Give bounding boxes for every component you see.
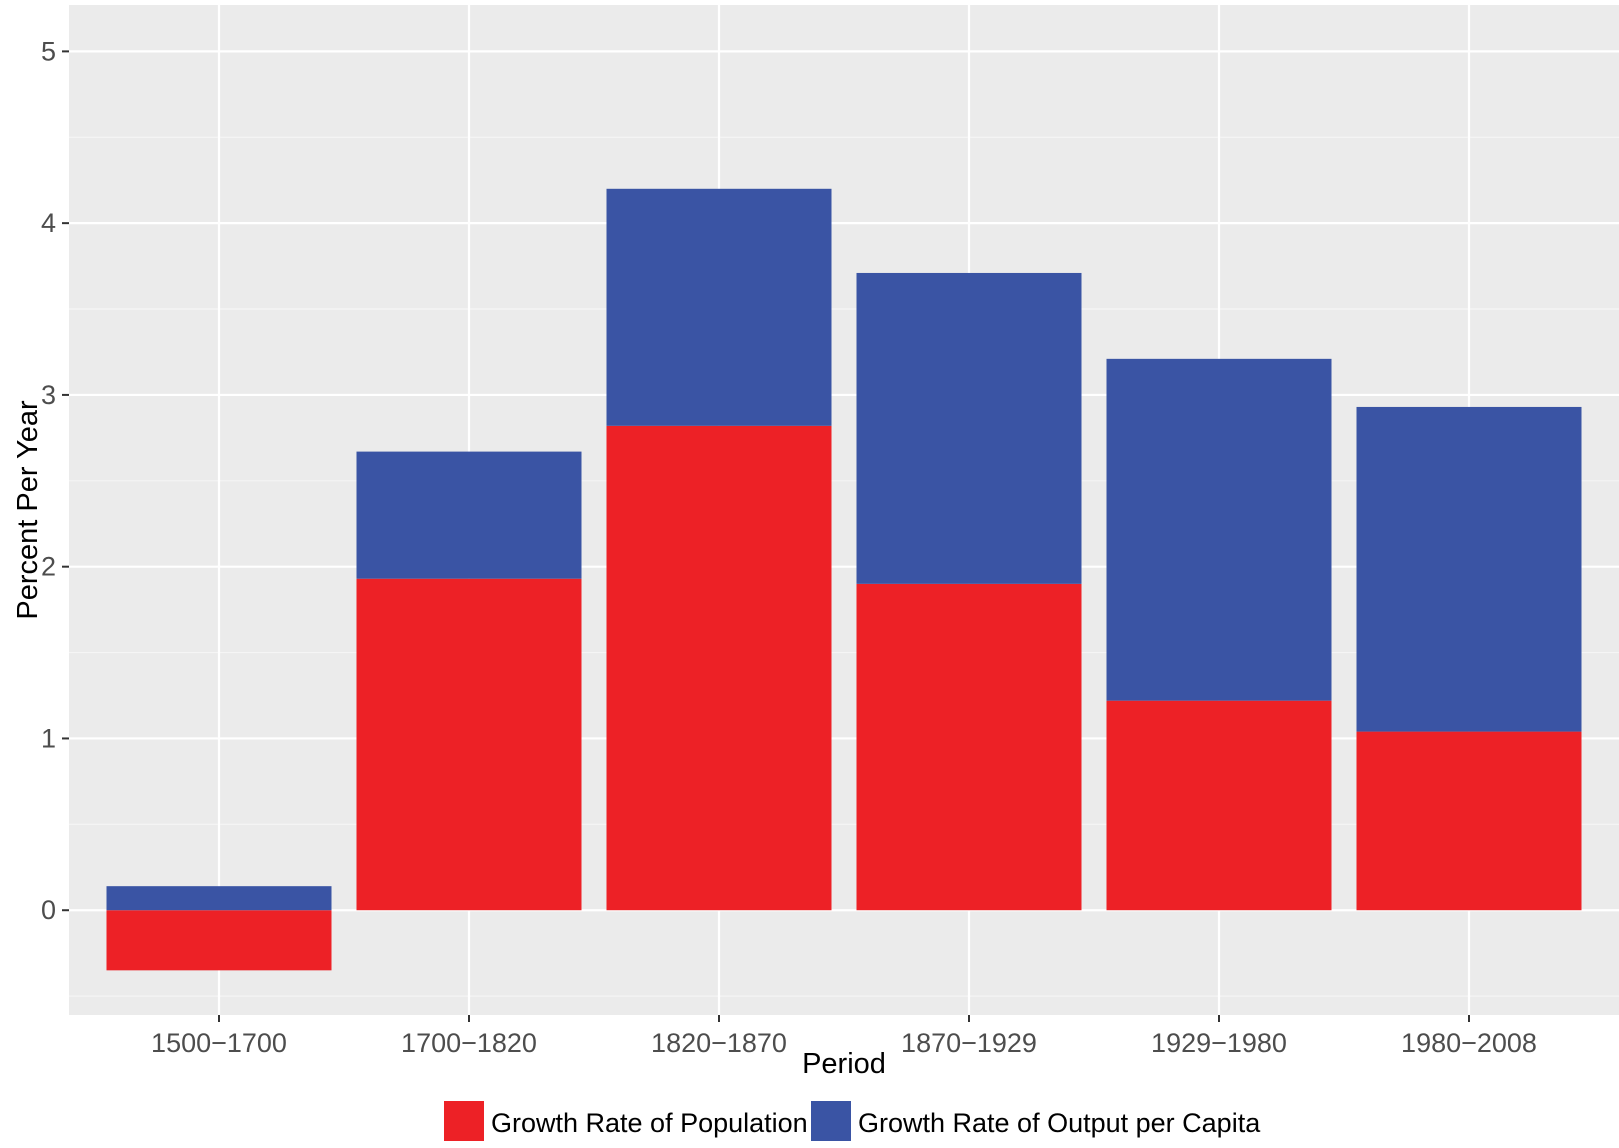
legend-swatch-output-per-capita <box>811 1101 851 1141</box>
bar-population <box>1356 731 1582 911</box>
x-tick-label: 1929−1980 <box>1151 1028 1287 1058</box>
legend-label-output-per-capita: Growth Rate of Output per Capita <box>858 1108 1261 1138</box>
y-tick-label: 5 <box>41 36 56 66</box>
x-tick-label: 1500−1700 <box>151 1028 287 1058</box>
x-tick-label: 1870−1929 <box>901 1028 1037 1058</box>
legend: Growth Rate of Population Growth Rate of… <box>444 1101 1261 1141</box>
y-tick-label: 0 <box>41 895 56 925</box>
bars <box>106 188 1582 971</box>
bar-output-per-capita <box>356 451 582 579</box>
legend-label-population: Growth Rate of Population <box>491 1108 808 1138</box>
bar-population <box>106 910 332 971</box>
bar-output-per-capita <box>606 188 832 426</box>
y-tick-label: 3 <box>41 380 56 410</box>
minor-gridlines <box>69 136 1619 997</box>
bar-population <box>856 583 1082 911</box>
x-axis-ticks: 1500−1700 1700−1820 1820−1870 1870−1929 1929… <box>151 1015 1537 1058</box>
x-tick-label: 1980−2008 <box>1401 1028 1537 1058</box>
legend-swatch-population <box>444 1101 484 1141</box>
y-axis-title: Percent Per Year <box>12 400 44 620</box>
bar-output-per-capita <box>1356 406 1582 732</box>
x-tick-label: 1700−1820 <box>401 1028 537 1058</box>
y-tick-label: 1 <box>41 723 56 753</box>
y-tick-label: 2 <box>41 552 56 582</box>
bar-population <box>606 425 832 911</box>
x-axis-title: Period <box>802 1048 886 1080</box>
bar-output-per-capita <box>856 272 1082 584</box>
bar-output-per-capita <box>106 886 332 911</box>
x-tick-label: 1820−1870 <box>651 1028 787 1058</box>
bar-population <box>356 578 582 911</box>
bar-population <box>1106 700 1332 911</box>
y-tick-label: 4 <box>41 208 56 238</box>
bar-output-per-capita <box>1106 358 1332 701</box>
y-axis-ticks: 0 1 2 3 4 5 <box>41 36 69 925</box>
